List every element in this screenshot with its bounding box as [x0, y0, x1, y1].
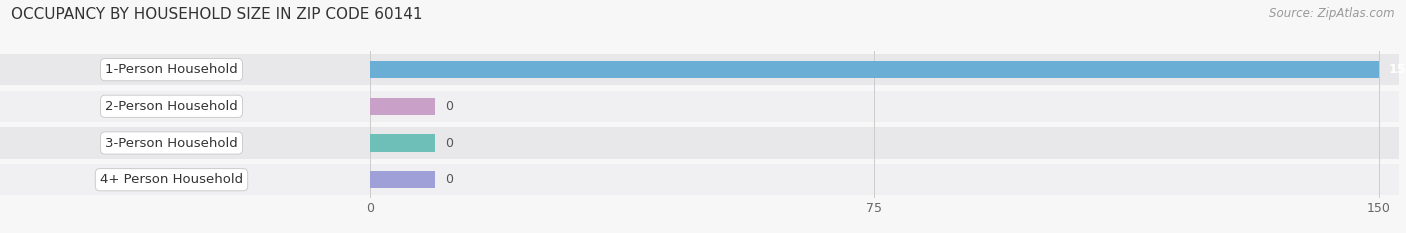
Text: 1-Person Household: 1-Person Household [105, 63, 238, 76]
Text: 4+ Person Household: 4+ Person Household [100, 173, 243, 186]
Text: 0: 0 [446, 173, 454, 186]
Bar [370, 61, 1379, 78]
Bar [370, 171, 436, 188]
Bar [370, 134, 436, 151]
Bar [0, 91, 1399, 122]
Text: 0: 0 [446, 137, 454, 150]
Text: Source: ZipAtlas.com: Source: ZipAtlas.com [1270, 7, 1395, 20]
Text: OCCUPANCY BY HOUSEHOLD SIZE IN ZIP CODE 60141: OCCUPANCY BY HOUSEHOLD SIZE IN ZIP CODE … [11, 7, 423, 22]
Text: 0: 0 [446, 100, 454, 113]
Text: 2-Person Household: 2-Person Household [105, 100, 238, 113]
Bar [0, 164, 1399, 195]
Bar [0, 54, 1399, 85]
Text: 3-Person Household: 3-Person Household [105, 137, 238, 150]
Text: 150: 150 [1389, 63, 1406, 76]
Bar [0, 127, 1399, 159]
Bar [370, 98, 436, 115]
